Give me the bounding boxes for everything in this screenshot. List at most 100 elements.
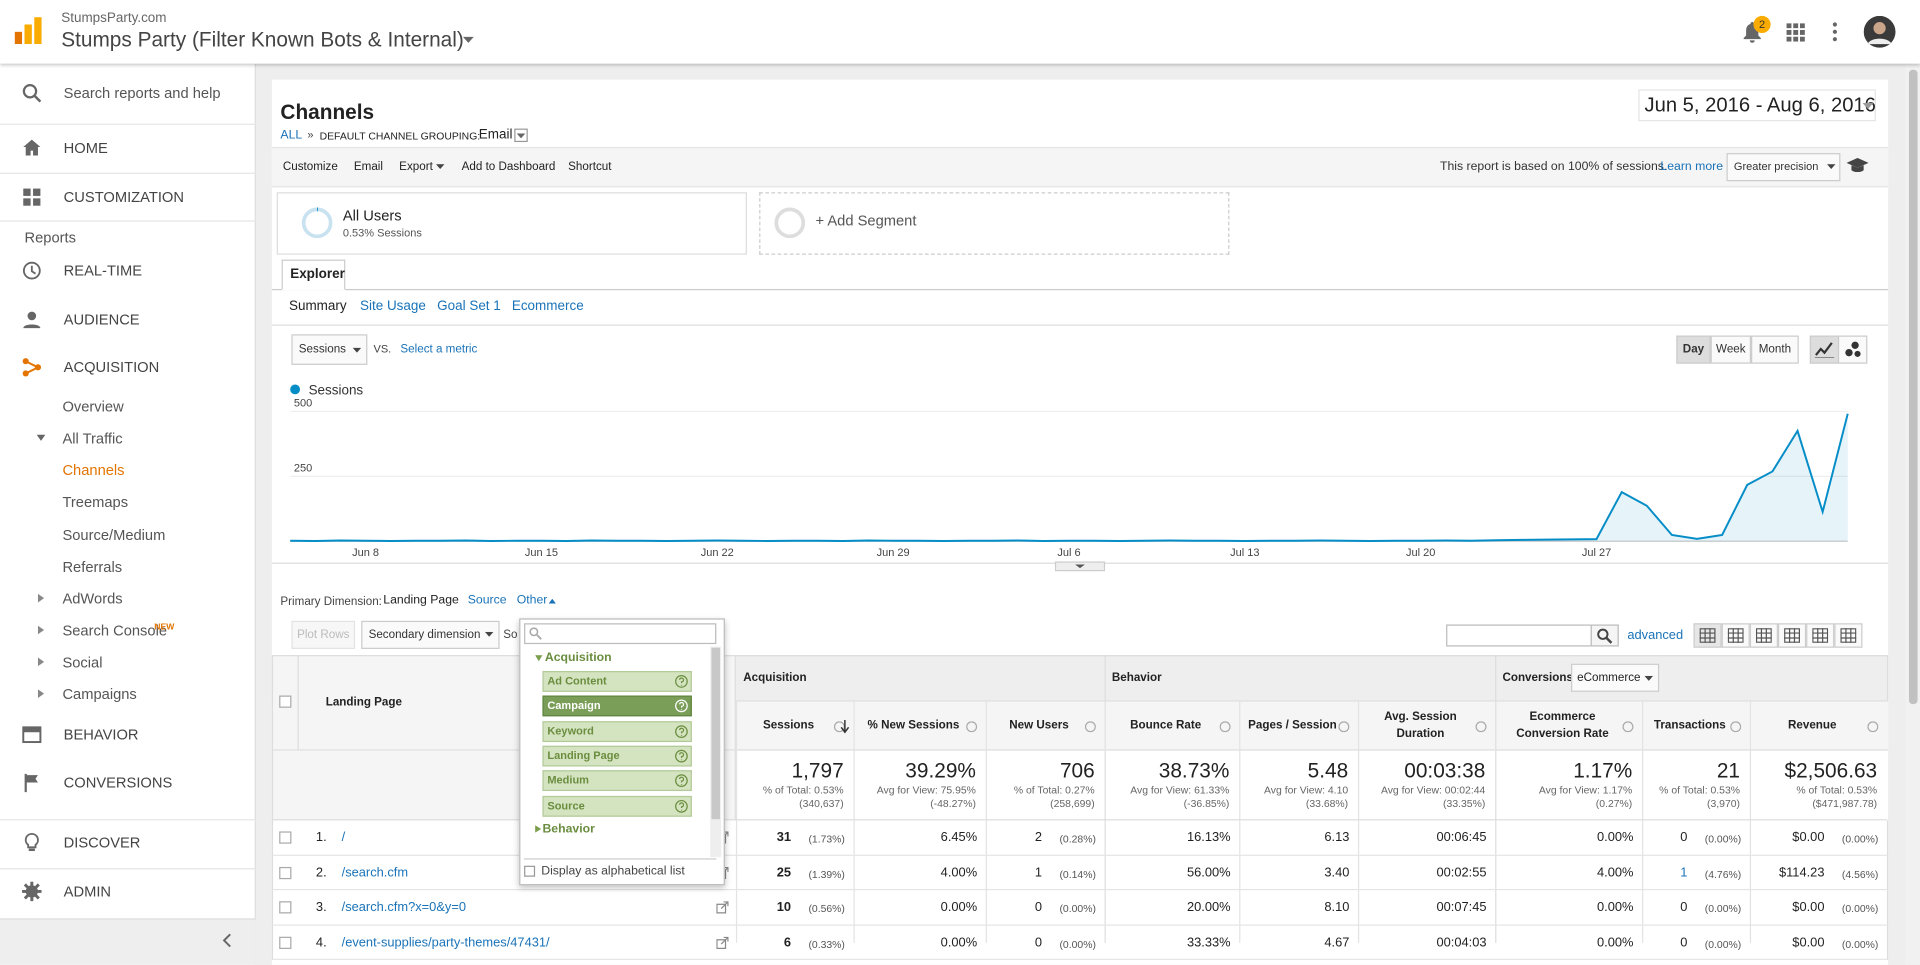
row-checkbox[interactable] (279, 936, 292, 949)
nav-item[interactable]: AUDIENCE (63, 311, 140, 329)
period-label[interactable]: Day (1682, 342, 1705, 357)
nav-item[interactable]: ACQUISITION (63, 358, 160, 376)
table-view-button[interactable] (1834, 623, 1863, 648)
nav-subitem[interactable]: Social (62, 653, 103, 672)
menu-group[interactable]: Behavior (542, 822, 595, 837)
apps-grid[interactable] (1786, 23, 1805, 42)
secondary-dimension-select[interactable] (361, 620, 500, 649)
select-all-checkbox[interactable] (279, 695, 292, 708)
column-header[interactable]: Transactions (1653, 718, 1726, 733)
period-button[interactable] (1676, 335, 1711, 364)
period-button[interactable] (1751, 335, 1799, 364)
nav-item[interactable]: REAL-TIME (63, 262, 143, 280)
subtab[interactable]: Summary (288, 298, 347, 314)
column-header[interactable]: Revenue (1787, 718, 1837, 733)
column-header[interactable]: % New Sessions (867, 718, 960, 733)
menu-item-label[interactable]: Source (547, 798, 585, 812)
menu-search[interactable] (524, 623, 717, 645)
table-view-button[interactable] (1721, 623, 1750, 648)
nav-subitem[interactable]: Campaigns (62, 685, 137, 703)
plot-rows-label[interactable]: Plot Rows (297, 628, 350, 642)
menu-scroll-thumb[interactable] (711, 647, 720, 820)
goal-option-value[interactable]: eCommerce (1577, 671, 1641, 685)
subtab[interactable]: Ecommerce (511, 298, 584, 314)
expand-arrow[interactable] (37, 689, 46, 698)
secondary-dimension-label[interactable]: Secondary dimension (368, 628, 481, 642)
nav-subitem[interactable]: AdWords (62, 590, 123, 608)
segment-all-users[interactable] (276, 192, 747, 255)
table-search-button[interactable] (1590, 624, 1619, 647)
open-page-icon[interactable] (716, 936, 729, 949)
menu-group[interactable]: Acquisition (544, 651, 612, 665)
select-metric-link[interactable]: Select a metric (400, 342, 478, 357)
menu-item-label[interactable]: Landing Page (547, 749, 620, 762)
breadcrumb-all[interactable]: ALL (280, 128, 303, 143)
column-header[interactable]: Sessions (763, 718, 815, 733)
sort-arrow[interactable] (840, 720, 850, 734)
period-label[interactable]: Month (1758, 342, 1792, 357)
menu-item[interactable] (542, 695, 692, 717)
collapse-sidebar[interactable] (222, 933, 232, 948)
column-header[interactable]: Landing Page (325, 695, 402, 709)
column-header[interactable]: Pages / Session (1248, 718, 1337, 733)
nav-item[interactable]: BEHAVIOR (63, 726, 139, 744)
menu-item[interactable] (542, 745, 692, 767)
menu-item-label[interactable]: Ad Content (547, 674, 607, 687)
nav-subitem[interactable]: All Traffic (62, 429, 123, 447)
row-checkbox[interactable] (279, 866, 292, 879)
expand-arrow[interactable] (37, 657, 46, 667)
toolbar-button[interactable]: Email (353, 160, 383, 174)
column-header[interactable]: Avg. Session Duration (1384, 710, 1457, 741)
expand-arrow[interactable] (37, 625, 46, 635)
account-avatar[interactable] (1863, 15, 1896, 48)
row-checkbox[interactable] (279, 901, 292, 914)
metric-value[interactable]: Sessions (298, 342, 346, 357)
landing-page-link[interactable]: /search.cfm (341, 865, 409, 880)
landing-page-link[interactable]: / (341, 830, 346, 845)
chart-type-motion[interactable] (1837, 335, 1868, 364)
more-menu[interactable] (1832, 22, 1838, 42)
menu-item-label[interactable]: Medium (547, 774, 589, 787)
view-name[interactable]: Stumps Party (Filter Known Bots & Intern… (61, 28, 464, 52)
plot-rows-button[interactable] (291, 620, 356, 649)
menu-item[interactable] (542, 770, 692, 792)
period-label[interactable]: Week (1716, 342, 1746, 357)
nav-subitem[interactable]: Search Console (62, 622, 168, 640)
nav-item[interactable]: HOME (63, 139, 108, 157)
alphabetical-checkbox[interactable] (524, 865, 536, 877)
nav-item[interactable]: CUSTOMIZATION (63, 188, 184, 206)
landing-page-link[interactable]: /search.cfm?x=0&y=0 (341, 900, 466, 915)
open-page-icon[interactable] (716, 901, 729, 914)
table-view-button[interactable] (1806, 623, 1835, 648)
nav-subitem[interactable]: Channels (62, 461, 125, 479)
alphabetical-label[interactable]: Display as alphabetical list (541, 864, 685, 878)
nav-item[interactable]: DISCOVER (63, 833, 141, 852)
nav-subitem[interactable]: Treemaps (62, 493, 129, 511)
dimension-option[interactable]: Source (467, 593, 507, 608)
date-range-picker[interactable] (1638, 89, 1876, 122)
goal-option-select[interactable] (1571, 663, 1660, 692)
table-view-button[interactable] (1693, 623, 1722, 648)
property-name[interactable]: StumpsParty.com (61, 11, 167, 26)
nav-subitem[interactable]: Referrals (62, 558, 123, 576)
menu-item[interactable] (542, 720, 692, 742)
column-header[interactable]: New Users (1009, 718, 1069, 733)
date-range[interactable]: Jun 5, 2016 - Aug 6, 2016 (1644, 94, 1876, 117)
dimension-option[interactable]: Other (516, 593, 548, 608)
dimension-option[interactable]: Landing Page (383, 593, 459, 608)
precision-select[interactable] (1726, 153, 1841, 182)
subtab[interactable]: Site Usage (360, 298, 426, 314)
add-segment-label[interactable]: + Add Segment (815, 211, 917, 229)
menu-item[interactable] (542, 795, 692, 817)
menu-item[interactable] (542, 671, 692, 692)
education-icon[interactable] (1846, 157, 1869, 174)
table-search[interactable] (1446, 624, 1592, 647)
breadcrumb-dropdown[interactable] (514, 128, 528, 143)
view-caret[interactable] (462, 36, 475, 44)
nav-item[interactable]: CONVERSIONS (63, 773, 173, 792)
nav-subitem[interactable]: Source/Medium (62, 526, 166, 544)
table-view-button[interactable] (1777, 623, 1807, 648)
toolbar-button[interactable]: Shortcut (568, 160, 612, 174)
menu-item-label[interactable]: Campaign (547, 699, 601, 712)
period-button[interactable] (1710, 335, 1752, 364)
